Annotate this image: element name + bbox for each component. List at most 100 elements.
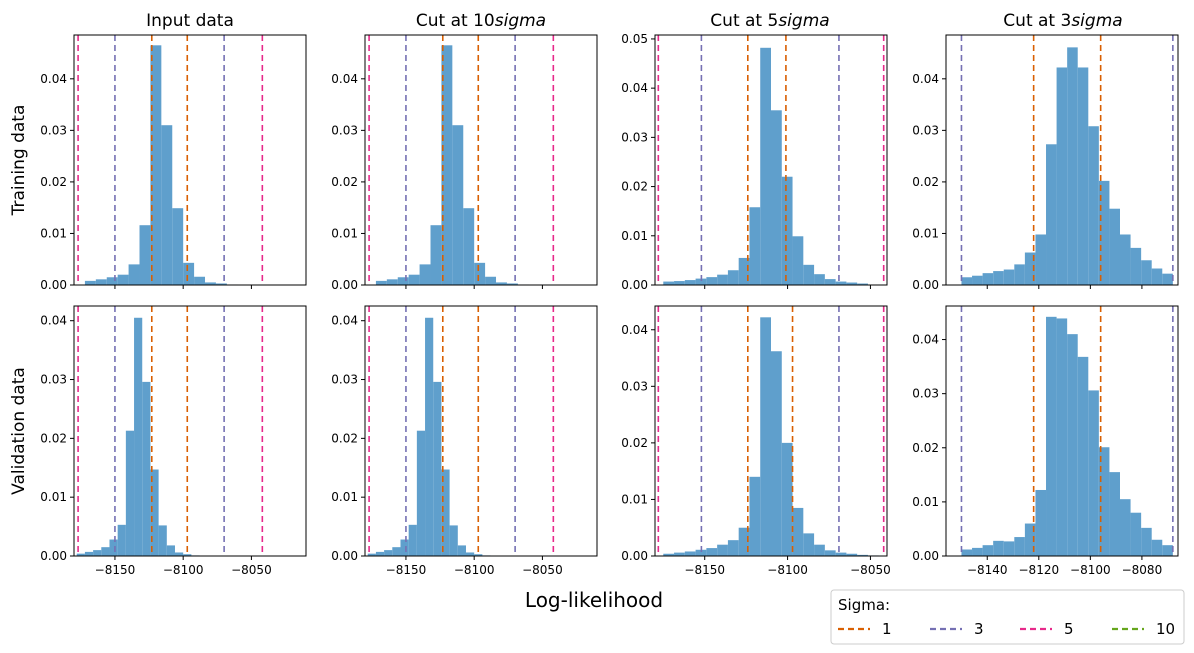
histogram-bar bbox=[1141, 260, 1152, 285]
histogram-bar bbox=[496, 282, 507, 285]
histogram-bar bbox=[684, 280, 696, 285]
axes-frame bbox=[945, 305, 1179, 557]
y-tick-label: 0.00 bbox=[40, 549, 67, 563]
axes-frame bbox=[654, 34, 888, 286]
histogram-bar bbox=[375, 551, 385, 556]
histogram-bar bbox=[474, 554, 483, 556]
histogram-bar bbox=[485, 276, 497, 285]
histogram-bar bbox=[972, 275, 983, 285]
x-tick-label: −8100 bbox=[454, 563, 495, 577]
panel-training-cut5: 0.00 0.01 0.02 0.03 0.04 0.05 bbox=[621, 32, 888, 292]
histogram-bar bbox=[706, 548, 718, 556]
column-title-2: Cut at 5sigma bbox=[710, 11, 829, 31]
x-tick-label: −8100 bbox=[163, 563, 204, 577]
histogram-bar bbox=[717, 544, 728, 556]
x-tick-label: −8140 bbox=[967, 563, 1008, 577]
y-tick-label: 0.02 bbox=[331, 175, 358, 189]
histogram-bar bbox=[1014, 264, 1025, 285]
y-tick-label: 0.00 bbox=[621, 549, 648, 563]
y-tick-label: 0.01 bbox=[40, 490, 67, 504]
histogram-bar bbox=[1109, 472, 1120, 556]
axes-frame bbox=[654, 305, 888, 557]
histogram-bar bbox=[433, 381, 442, 556]
histogram-bar bbox=[1014, 537, 1025, 556]
histogram-bar bbox=[441, 469, 450, 556]
histogram-bar bbox=[749, 476, 761, 556]
column-title-3: Cut at 3sigma bbox=[1003, 11, 1122, 31]
x-tick-label: −8150 bbox=[95, 563, 136, 577]
histogram-bar bbox=[76, 553, 85, 556]
histogram-bar bbox=[781, 176, 793, 285]
histogram-bar bbox=[150, 45, 162, 285]
y-tick-label: 0.02 bbox=[912, 441, 939, 455]
y-tick-label: 0.04 bbox=[912, 333, 939, 347]
y-tick-label: 0.03 bbox=[621, 130, 648, 144]
histogram-bar bbox=[430, 225, 442, 285]
histogram-bar bbox=[194, 276, 206, 285]
histogram-bar bbox=[425, 317, 434, 556]
histogram-bar bbox=[174, 552, 184, 556]
panel-validation-cut5: 0.00 0.01 0.02 0.03 0.04 −8150 −8100 −8050 bbox=[621, 305, 891, 577]
y-tick-label: 0.02 bbox=[621, 436, 648, 450]
histogram-bar bbox=[1046, 316, 1057, 556]
histogram-bar bbox=[1035, 234, 1047, 285]
histogram-bar bbox=[166, 545, 175, 556]
histogram-bar bbox=[106, 277, 118, 285]
y-tick-label: 0.00 bbox=[331, 549, 358, 563]
panel-training-cut10: 0.00 0.01 0.02 0.03 0.04 bbox=[331, 34, 598, 292]
y-tick-label: 0.04 bbox=[331, 314, 358, 328]
histogram-bar bbox=[1162, 273, 1173, 285]
histogram-bar bbox=[400, 539, 409, 556]
histogram-bar bbox=[1151, 539, 1163, 556]
y-tick-label: 0.03 bbox=[331, 373, 358, 387]
histogram-bar bbox=[397, 277, 409, 285]
histogram-bar bbox=[215, 283, 227, 285]
histogram-bar bbox=[803, 533, 815, 556]
histogram-bar bbox=[408, 524, 417, 556]
y-tick-label: 0.01 bbox=[621, 492, 648, 506]
y-tick-label: 0.00 bbox=[331, 278, 358, 292]
histogram-bar bbox=[738, 527, 750, 556]
histogram-bar bbox=[408, 274, 420, 285]
row-label-training: Training data bbox=[9, 105, 29, 217]
y-tick-label: 0.03 bbox=[621, 379, 648, 393]
histogram-bar bbox=[993, 271, 1004, 285]
histogram-bar bbox=[457, 545, 466, 556]
histogram-bar bbox=[695, 278, 707, 285]
histogram-bar bbox=[792, 507, 804, 556]
y-tick-label: 0.02 bbox=[40, 431, 67, 445]
x-tick-label: −8050 bbox=[522, 563, 563, 577]
histogram-bar bbox=[465, 552, 475, 556]
histogram-bar bbox=[857, 554, 868, 556]
axes-frame bbox=[73, 34, 307, 286]
histogram-bar bbox=[814, 544, 825, 556]
histogram-bar bbox=[128, 264, 140, 285]
y-tick-label: 0.02 bbox=[621, 180, 648, 194]
histogram-bar bbox=[1088, 126, 1099, 285]
panel-training-cut3: 0.00 0.01 0.02 0.03 0.04 bbox=[912, 34, 1179, 292]
histogram-bar bbox=[814, 274, 825, 285]
histogram-bar bbox=[684, 551, 696, 556]
histogram-bar bbox=[760, 47, 771, 285]
y-tick-label: 0.04 bbox=[621, 323, 648, 337]
histogram-bar bbox=[84, 280, 96, 285]
y-tick-label: 0.04 bbox=[40, 72, 67, 86]
x-tick-label: −8120 bbox=[1019, 563, 1060, 577]
y-tick-label: 0.00 bbox=[912, 549, 939, 563]
y-tick-label: 0.01 bbox=[621, 229, 648, 243]
histogram-bar bbox=[1077, 356, 1089, 556]
histogram-bar bbox=[792, 236, 804, 285]
histogram-bar bbox=[749, 207, 761, 285]
histogram-bar bbox=[375, 280, 387, 285]
histogram-bar bbox=[727, 270, 739, 285]
histogram-bar bbox=[781, 442, 793, 556]
histogram-bar bbox=[1088, 390, 1099, 556]
histogram-bar bbox=[972, 547, 983, 556]
histogram-bar bbox=[416, 430, 426, 556]
histogram-bar bbox=[1024, 252, 1036, 285]
histogram-bar bbox=[1130, 512, 1142, 556]
histogram-bar bbox=[663, 281, 675, 285]
histogram-bar bbox=[824, 279, 836, 285]
histogram-bar bbox=[1067, 334, 1078, 556]
x-tick-label: −8150 bbox=[386, 563, 427, 577]
